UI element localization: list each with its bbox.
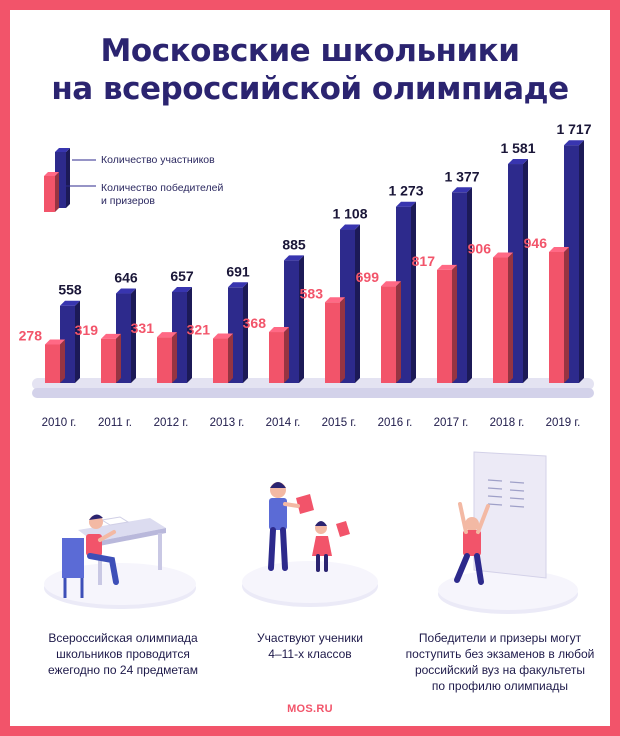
label-winners-8: 906 [468,241,492,257]
x-tick-label-4: 2014 г. [266,417,301,429]
label-winners-3: 321 [187,322,211,338]
x-tick-label-0: 2010 г. [42,417,77,429]
label-participants-5: 1 108 [332,206,367,222]
label-winners-4: 368 [243,315,267,331]
x-axis-labels: 2010 г. 2011 г. 2012 г. 2013 г. 2014 г. 2015 … [42,417,581,429]
bar-winners-1 [101,333,121,383]
label-winners-0: 278 [19,327,43,343]
label-participants-3: 691 [226,263,250,279]
bar-winners-0 [45,339,65,383]
bar-winners-8 [493,252,513,383]
footer-brand: MOS.RU [287,703,333,715]
label-participants-9: 1 717 [556,121,591,137]
bar-winners-4 [269,327,289,383]
person-at-board-illustration [438,451,578,614]
bar-winners-5 [325,297,345,383]
title-line-1: Московские школьники [100,33,520,69]
student-at-desk-illustration [44,514,196,609]
legend-text-0-0: Количество участников [101,154,215,166]
label-participants-8: 1 581 [500,140,535,156]
bar-winners-7 [437,264,457,383]
bar-winners-6 [381,281,401,383]
chart-bars: 558 278 646 319 657 331 691 321 885 368 1 108 583 1 … [19,121,592,383]
legend-text-1-1: и призеров [101,195,155,207]
title-line-2: на всероссийской олимпиаде [51,71,569,107]
parent-and-child-illustration [242,482,378,607]
bar-winners-9 [549,246,569,383]
caption-participants-grades: Участвуют ученики 4–11-х классов [257,631,363,661]
x-tick-label-6: 2016 г. [378,417,413,429]
platform-side [32,388,594,398]
caption-olympiad-subjects: Всероссийская олимпиада школьников прово… [48,631,198,677]
infographic-card: Московские школьники на всероссийской ол… [10,10,610,726]
bar-winners-3 [213,333,233,383]
label-winners-6: 699 [356,269,380,285]
label-participants-6: 1 273 [388,183,423,199]
chart-legend: Количество участников Количество победите… [44,148,223,212]
bar-chart: Количество участников Количество победите… [19,121,594,614]
bar-winners-2 [157,332,177,383]
label-winners-1: 319 [75,322,99,338]
label-participants-1: 646 [114,270,138,286]
x-tick-label-8: 2018 г. [490,417,525,429]
caption-winners-admission: Победители и призеры могут поступить без… [405,631,595,693]
label-participants-4: 885 [282,236,306,252]
x-tick-label-7: 2017 г. [434,417,469,429]
label-participants-7: 1 377 [444,168,479,184]
label-winners-2: 331 [131,320,155,336]
label-participants-0: 558 [58,282,82,298]
x-tick-label-2: 2012 г. [154,417,189,429]
label-participants-2: 657 [170,268,194,284]
label-winners-7: 817 [412,253,436,269]
label-winners-9: 946 [524,235,548,251]
x-tick-label-3: 2013 г. [210,417,245,429]
label-winners-5: 583 [300,285,324,301]
legend-text-1-0: Количество победителей [101,182,223,194]
x-tick-label-9: 2019 г. [546,417,581,429]
x-tick-label-5: 2015 г. [322,417,357,429]
page-title: Московские школьники на всероссийской ол… [10,32,610,108]
x-tick-label-1: 2011 г. [98,417,132,429]
